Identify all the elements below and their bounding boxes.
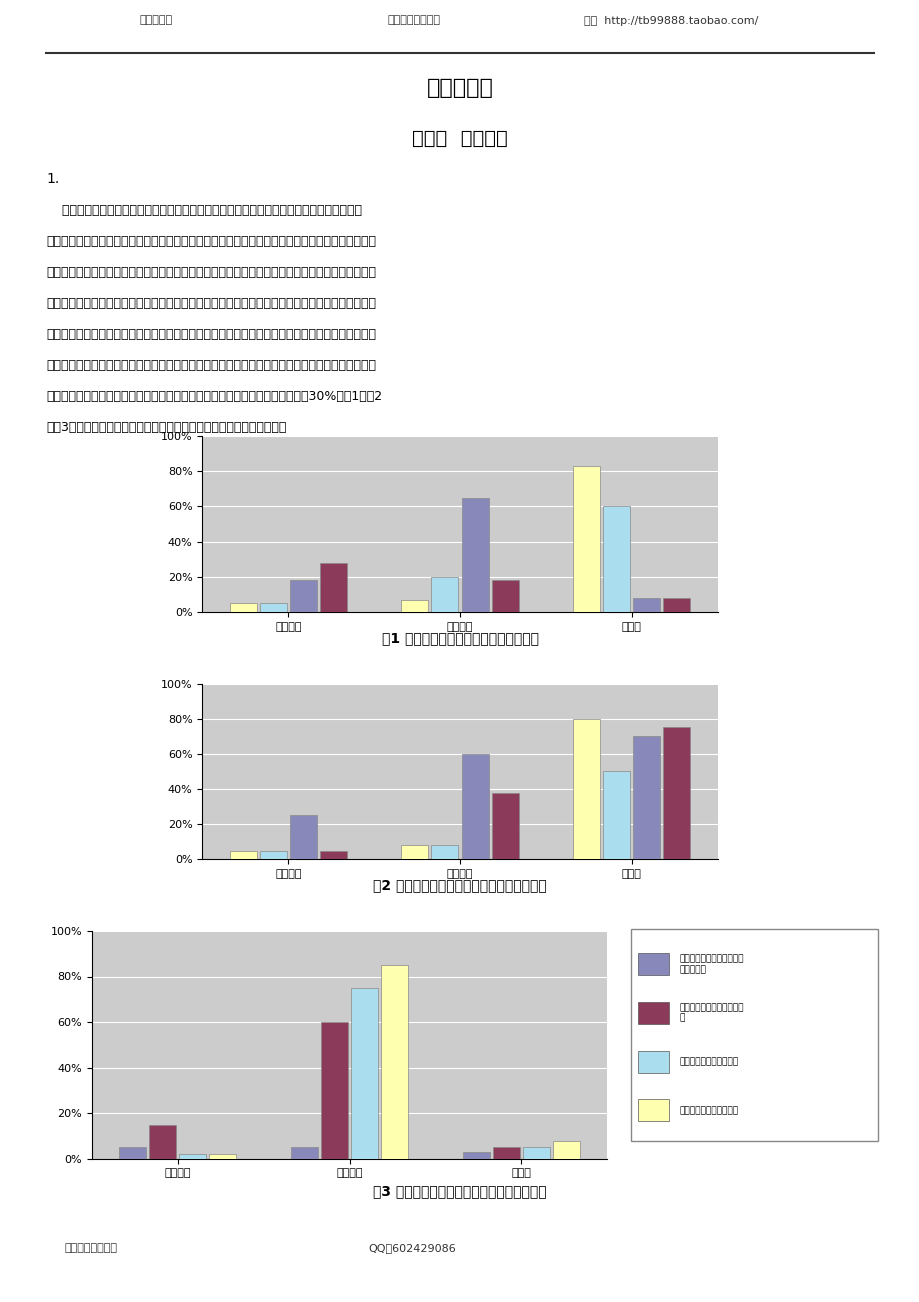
Bar (462, 1152, 489, 1159)
Text: 图3 高级管理人员薪资满意度调查结果分析图: 图3 高级管理人员薪资满意度调查结果分析图 (373, 1185, 546, 1198)
Bar (259, 850, 287, 859)
Text: 与市场对比对自己薪资总水
平的满意度: 与市场对比对自己薪资总水 平的满意度 (679, 954, 743, 974)
Text: 旺昌资料城: 旺昌资料城 (140, 16, 173, 26)
Text: 迅速提高，财务实力明显增强。但由于领导层重视生产轻视管理，使公司各项管理的基础工作十分薄: 迅速提高，财务实力明显增强。但由于领导层重视生产轻视管理，使公司各项管理的基础工… (46, 236, 376, 249)
Text: 我的薪资反映了我的业绩: 我的薪资反映了我的业绩 (679, 1057, 738, 1066)
Bar (522, 1147, 550, 1159)
Text: 弱，规章制度也不够健全完善，特别是在人力资源管理方面，绝大部分员工对公司目前的薪资制度怨: 弱，规章制度也不够健全完善，特别是在人力资源管理方面，绝大部分员工对公司目前的薪… (46, 266, 376, 279)
Bar (119, 1147, 146, 1159)
FancyBboxPatch shape (638, 953, 669, 975)
Bar (491, 793, 518, 859)
Text: 精品管理资料世界: 精品管理资料世界 (64, 1243, 118, 1254)
Text: 声载道，严重地影响了公司生产经营活动的正常进行。为此，公司董事会决定对员工薪资制度进行一: 声载道，严重地影响了公司生产经营活动的正常进行。为此，公司董事会决定对员工薪资制… (46, 297, 376, 310)
Bar (573, 719, 599, 859)
Text: 我的薪资反映了我的能力: 我的薪资反映了我的能力 (679, 1105, 738, 1115)
Text: 绩效考评结果，支付一定数额的季度奖，其奖金水平不得超过一般员工奖金水平30%。图1、图2: 绩效考评结果，支付一定数额的季度奖，其奖金水平不得超过一般员工奖金水平30%。图… (46, 389, 381, 402)
Text: 精品管理资料世界: 精品管理资料世界 (387, 16, 440, 26)
Bar (179, 1155, 206, 1159)
Text: 佳丽宝公司是由原来的三家企业合并而成的中型汽车配件企业。近几年，该公司的经济效益: 佳丽宝公司是由原来的三家企业合并而成的中型汽车配件企业。近几年，该公司的经济效益 (46, 204, 361, 217)
Bar (663, 728, 689, 859)
Text: 第五章  薪酬管理: 第五章 薪酬管理 (412, 129, 507, 147)
Bar (632, 598, 660, 612)
Bar (230, 850, 256, 859)
Bar (320, 562, 346, 612)
Bar (259, 603, 287, 612)
Bar (149, 1125, 176, 1159)
Bar (230, 603, 256, 612)
Text: 酬方式，而管理人员实行的是职务等级工资制，按照职务高低支付工资，每个季度按照对各个部门的: 酬方式，而管理人员实行的是职务等级工资制，按照职务高低支付工资，每个季度按照对各… (46, 359, 376, 372)
Bar (320, 850, 346, 859)
Bar (210, 1155, 236, 1159)
Text: 网址  http://tb99888.taobao.com/: 网址 http://tb99888.taobao.com/ (584, 16, 758, 26)
FancyBboxPatch shape (638, 1099, 669, 1121)
Bar (461, 754, 488, 859)
Bar (603, 771, 630, 859)
FancyBboxPatch shape (638, 1003, 669, 1023)
Bar (289, 815, 316, 859)
Text: 和图3是一家管理咨询公司对该公司员工薪资满意度调查结果的分析图。: 和图3是一家管理咨询公司对该公司员工薪资满意度调查结果的分析图。 (46, 421, 286, 434)
Bar (380, 965, 408, 1159)
Bar (401, 845, 428, 859)
Bar (461, 497, 488, 612)
Bar (632, 736, 660, 859)
Bar (290, 1147, 318, 1159)
Bar (663, 598, 689, 612)
Bar (552, 1141, 579, 1159)
Text: 案例分析题: 案例分析题 (426, 78, 493, 98)
Text: 我的薪资反映了我的岗位特
点: 我的薪资反映了我的岗位特 点 (679, 1004, 743, 1022)
Text: 1.: 1. (46, 172, 59, 186)
Bar (603, 506, 630, 612)
FancyBboxPatch shape (638, 1051, 669, 1073)
Bar (431, 845, 458, 859)
FancyBboxPatch shape (630, 928, 877, 1142)
Bar (351, 988, 378, 1159)
Bar (493, 1147, 519, 1159)
Text: 图2 中级管理人同薪资满意度调查结果分析图: 图2 中级管理人同薪资满意度调查结果分析图 (373, 879, 546, 892)
Text: QQ：602429086: QQ：602429086 (368, 1243, 455, 1254)
Text: 次全面调整。该公司目前一般员工实行的是技术等级工资制，采用计时工资加奖金（按月支付）的计: 次全面调整。该公司目前一般员工实行的是技术等级工资制，采用计时工资加奖金（按月支… (46, 328, 376, 341)
Bar (491, 581, 518, 612)
Bar (321, 1022, 347, 1159)
Text: 图1 一般员工薪资满意度调查结果分析图: 图1 一般员工薪资满意度调查结果分析图 (381, 631, 538, 644)
Bar (401, 600, 428, 612)
Bar (573, 466, 599, 612)
Bar (289, 581, 316, 612)
Bar (431, 577, 458, 612)
